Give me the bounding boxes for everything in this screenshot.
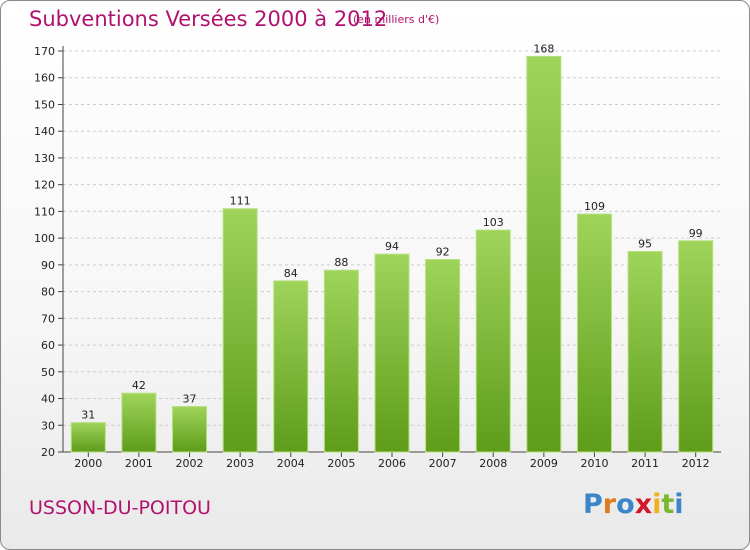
x-tick-label: 2011 (631, 457, 659, 470)
data-label: 88 (334, 256, 348, 269)
bar-2003 (222, 208, 258, 453)
bar-2000 (70, 422, 106, 453)
commune-name: USSON-DU-POITOU (29, 497, 211, 519)
data-label: 37 (183, 393, 197, 406)
y-tick-label: 70 (41, 312, 55, 325)
logo-letter: t (661, 489, 675, 520)
logo-letter: P (583, 489, 603, 520)
x-tick-label: 2006 (378, 457, 406, 470)
data-label: 168 (533, 42, 554, 55)
y-tick-label: 40 (41, 393, 55, 406)
x-tick-label: 2008 (479, 457, 507, 470)
data-label: 111 (230, 195, 251, 208)
y-tick-label: 80 (41, 286, 55, 299)
chart-unit-note: (en milliers d'€) (353, 13, 440, 26)
x-tick-label: 2010 (580, 457, 608, 470)
x-tick-label: 2002 (176, 457, 204, 470)
data-label: 84 (284, 267, 298, 280)
y-tick-label: 30 (41, 419, 55, 432)
y-tick-label: 20 (41, 446, 55, 459)
bar-2009 (526, 55, 562, 453)
y-tick-label: 110 (34, 205, 55, 218)
data-label: 31 (81, 409, 95, 422)
data-label: 94 (385, 240, 399, 253)
logo-letter: r (602, 489, 617, 520)
logo-letter: i (674, 489, 684, 520)
logo-letter: i (652, 489, 662, 520)
y-tick-label: 50 (41, 366, 55, 379)
y-tick-label: 130 (34, 152, 55, 165)
bar-2007 (425, 259, 461, 453)
data-label: 42 (132, 379, 146, 392)
bar-2010 (576, 213, 612, 453)
bar-2012 (678, 240, 714, 453)
data-label: 99 (689, 227, 703, 240)
proxiti-logo: Proxiti (583, 489, 684, 520)
x-tick-label: 2007 (429, 457, 457, 470)
data-label: 103 (483, 216, 504, 229)
data-label: 95 (638, 238, 652, 251)
bar-2005 (323, 269, 359, 453)
logo-letter: x (634, 489, 653, 520)
bar-2006 (374, 253, 410, 453)
bar-2008 (475, 229, 511, 453)
x-tick-label: 2012 (682, 457, 710, 470)
y-tick-label: 160 (34, 72, 55, 85)
chart-title: Subventions Versées 2000 à 2012 (29, 7, 388, 31)
bar-2001 (121, 392, 157, 453)
x-tick-label: 2004 (277, 457, 305, 470)
y-tick-label: 150 (34, 98, 55, 111)
x-tick-label: 2005 (327, 457, 355, 470)
y-tick-label: 120 (34, 179, 55, 192)
y-tick-label: 140 (34, 125, 55, 138)
bar-2011 (627, 251, 663, 453)
bar-2002 (172, 406, 208, 453)
x-tick-label: 2009 (530, 457, 558, 470)
data-label: 109 (584, 200, 605, 213)
x-tick-label: 2000 (74, 457, 102, 470)
y-tick-label: 90 (41, 259, 55, 272)
y-tick-label: 170 (34, 45, 55, 58)
x-tick-label: 2001 (125, 457, 153, 470)
logo-letter: o (616, 489, 635, 520)
bar-2004 (273, 280, 309, 453)
data-label: 92 (436, 246, 450, 259)
x-tick-label: 2003 (226, 457, 254, 470)
y-tick-label: 60 (41, 339, 55, 352)
y-tick-label: 100 (34, 232, 55, 245)
